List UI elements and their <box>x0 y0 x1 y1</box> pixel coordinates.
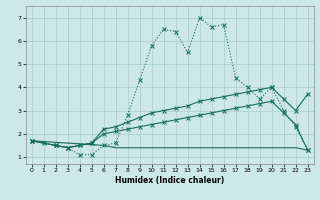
X-axis label: Humidex (Indice chaleur): Humidex (Indice chaleur) <box>115 176 224 185</box>
